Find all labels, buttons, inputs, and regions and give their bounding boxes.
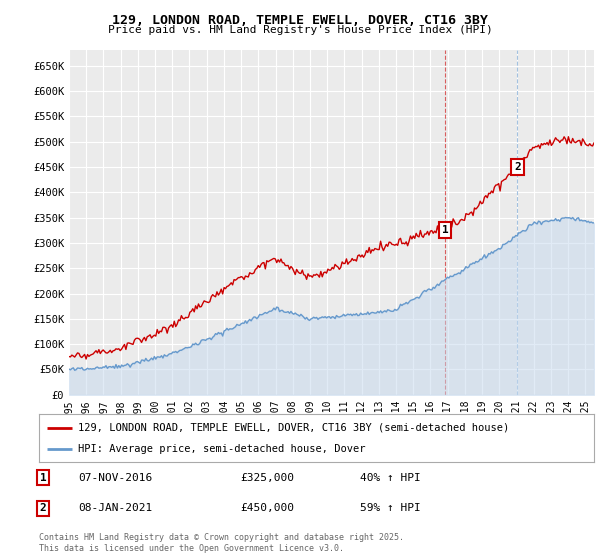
Text: 59% ↑ HPI: 59% ↑ HPI [360, 503, 421, 514]
Text: 1: 1 [442, 225, 448, 235]
Text: Contains HM Land Registry data © Crown copyright and database right 2025.
This d: Contains HM Land Registry data © Crown c… [39, 533, 404, 553]
Text: 2: 2 [514, 162, 521, 172]
Text: 07-NOV-2016: 07-NOV-2016 [78, 473, 152, 483]
Text: Price paid vs. HM Land Registry's House Price Index (HPI): Price paid vs. HM Land Registry's House … [107, 25, 493, 35]
Text: 40% ↑ HPI: 40% ↑ HPI [360, 473, 421, 483]
Text: 129, LONDON ROAD, TEMPLE EWELL, DOVER, CT16 3BY: 129, LONDON ROAD, TEMPLE EWELL, DOVER, C… [112, 14, 488, 27]
Text: 08-JAN-2021: 08-JAN-2021 [78, 503, 152, 514]
Text: 129, LONDON ROAD, TEMPLE EWELL, DOVER, CT16 3BY (semi-detached house): 129, LONDON ROAD, TEMPLE EWELL, DOVER, C… [78, 423, 509, 433]
Text: HPI: Average price, semi-detached house, Dover: HPI: Average price, semi-detached house,… [78, 444, 365, 454]
Text: 1: 1 [40, 473, 47, 483]
Text: £450,000: £450,000 [240, 503, 294, 514]
Text: £325,000: £325,000 [240, 473, 294, 483]
Text: 2: 2 [40, 503, 47, 514]
